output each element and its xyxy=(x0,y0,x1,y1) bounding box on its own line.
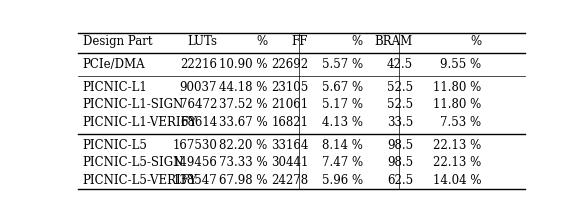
Text: FF: FF xyxy=(292,35,308,48)
Text: 22692: 22692 xyxy=(271,58,308,71)
Text: 33.67 %: 33.67 % xyxy=(219,116,267,129)
Text: 33164: 33164 xyxy=(271,139,308,152)
Text: %: % xyxy=(470,35,482,48)
Text: 90037: 90037 xyxy=(179,81,217,94)
Text: 4.13 %: 4.13 % xyxy=(322,116,363,129)
Text: PICNIC-L5: PICNIC-L5 xyxy=(82,139,148,152)
Text: 9.55 %: 9.55 % xyxy=(440,58,482,71)
Text: 138547: 138547 xyxy=(172,174,217,187)
Text: BRAM: BRAM xyxy=(375,35,413,48)
Text: 52.5: 52.5 xyxy=(387,98,413,111)
Text: 22.13 %: 22.13 % xyxy=(433,156,482,169)
Text: 21061: 21061 xyxy=(271,98,308,111)
Text: PCIe/DMA: PCIe/DMA xyxy=(82,58,145,71)
Text: 5.67 %: 5.67 % xyxy=(322,81,363,94)
Text: 33.5: 33.5 xyxy=(387,116,413,129)
Text: 5.96 %: 5.96 % xyxy=(322,174,363,187)
Text: 10.90 %: 10.90 % xyxy=(219,58,267,71)
Text: 42.5: 42.5 xyxy=(387,58,413,71)
Text: 5.57 %: 5.57 % xyxy=(322,58,363,71)
Text: 16821: 16821 xyxy=(271,116,308,129)
Text: PICNIC-L1: PICNIC-L1 xyxy=(82,81,148,94)
Text: 52.5: 52.5 xyxy=(387,81,413,94)
Text: PICNIC-L1-SIGN: PICNIC-L1-SIGN xyxy=(82,98,184,111)
Text: %: % xyxy=(256,35,267,48)
Text: 149456: 149456 xyxy=(172,156,217,169)
Text: 167530: 167530 xyxy=(172,139,217,152)
Text: 67.98 %: 67.98 % xyxy=(219,174,267,187)
Text: PICNIC-L5-VERIFY: PICNIC-L5-VERIFY xyxy=(82,174,198,187)
Text: 37.52 %: 37.52 % xyxy=(219,98,267,111)
Text: 82.20 %: 82.20 % xyxy=(219,139,267,152)
Text: 44.18 %: 44.18 % xyxy=(219,81,267,94)
Text: Design Part: Design Part xyxy=(82,35,152,48)
Text: 30441: 30441 xyxy=(271,156,308,169)
Text: 7.47 %: 7.47 % xyxy=(322,156,363,169)
Text: 5.17 %: 5.17 % xyxy=(322,98,363,111)
Text: 14.04 %: 14.04 % xyxy=(433,174,482,187)
Text: 76472: 76472 xyxy=(180,98,217,111)
Text: 22216: 22216 xyxy=(180,58,217,71)
Text: 11.80 %: 11.80 % xyxy=(433,98,482,111)
Text: PICNIC-L5-SIGN: PICNIC-L5-SIGN xyxy=(82,156,184,169)
Text: 8.14 %: 8.14 % xyxy=(322,139,363,152)
Text: 22.13 %: 22.13 % xyxy=(433,139,482,152)
Text: 7.53 %: 7.53 % xyxy=(440,116,482,129)
Text: 98.5: 98.5 xyxy=(387,156,413,169)
Text: 73.33 %: 73.33 % xyxy=(219,156,267,169)
Text: 98.5: 98.5 xyxy=(387,139,413,152)
Text: 23105: 23105 xyxy=(271,81,308,94)
Text: PICNIC-L1-VERIFY: PICNIC-L1-VERIFY xyxy=(82,116,198,129)
Text: 11.80 %: 11.80 % xyxy=(433,81,482,94)
Text: 68614: 68614 xyxy=(180,116,217,129)
Text: 62.5: 62.5 xyxy=(387,174,413,187)
Text: LUTs: LUTs xyxy=(187,35,217,48)
Text: 24278: 24278 xyxy=(271,174,308,187)
Text: %: % xyxy=(352,35,363,48)
